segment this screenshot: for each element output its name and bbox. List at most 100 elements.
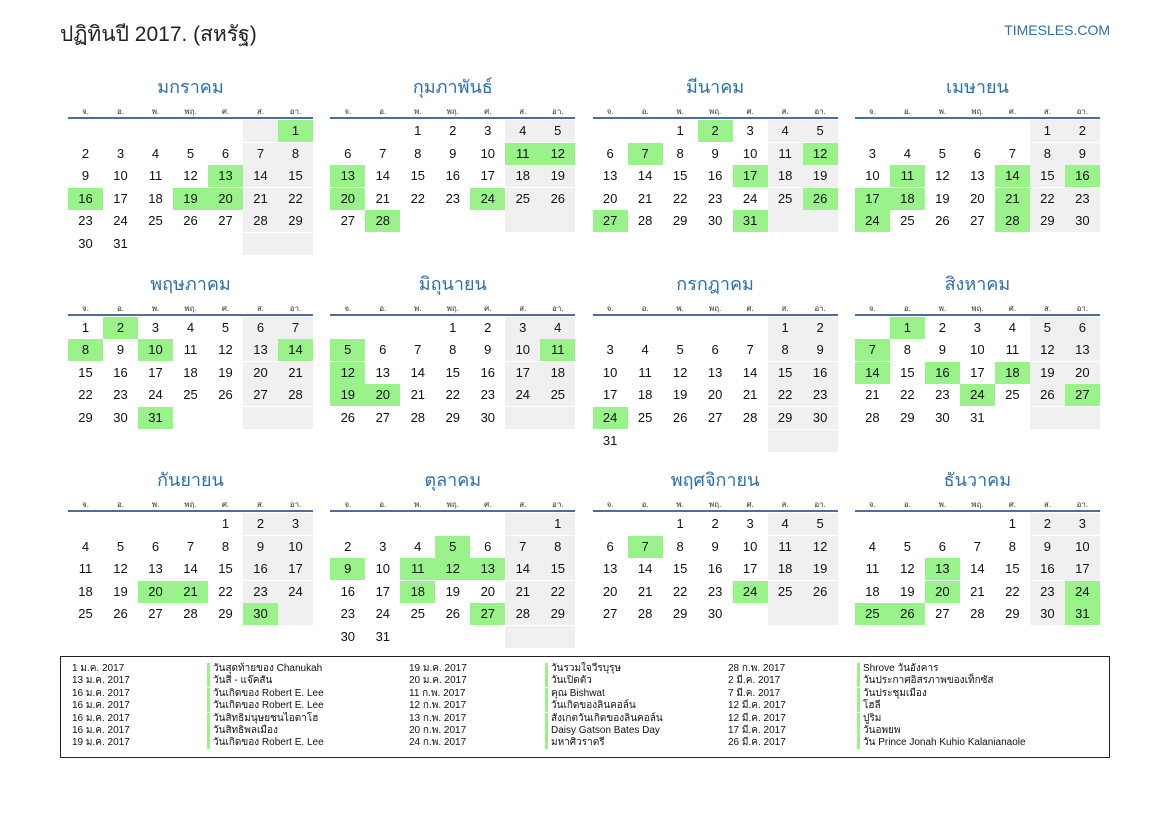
day-cell: 18: [637, 387, 653, 403]
holiday-date: 20 ม.ค. 2017: [409, 675, 467, 687]
holiday-date: 12 ก.พ. 2017: [409, 700, 467, 712]
day-cell: 16: [243, 558, 278, 581]
weekday-label: อา.: [1076, 303, 1089, 313]
day-cell: 28: [637, 213, 653, 229]
holiday-day: 24: [732, 580, 768, 603]
holiday-day: 27: [1064, 384, 1100, 407]
day-cell: 2: [81, 145, 90, 161]
day-cell: 15: [410, 168, 426, 184]
day-cell: 12: [218, 342, 233, 358]
day-cell: 23: [243, 580, 278, 603]
day-cell: 3: [1064, 513, 1100, 535]
weekday-label: ศ.: [746, 107, 754, 116]
day-cell: 24: [505, 384, 541, 407]
day-cell: 27: [218, 213, 233, 229]
day-cell: 3: [973, 319, 981, 335]
day-cell: 9: [449, 145, 457, 161]
month-name: มกราคม: [157, 77, 224, 97]
holiday-date: 2 มี.ค. 2017: [728, 675, 781, 687]
day-cell: 21: [375, 190, 391, 206]
day-cell: 3: [746, 123, 754, 138]
day-cell: 28: [865, 409, 880, 425]
day-cell: 8: [1008, 538, 1016, 554]
day-cell: 29: [672, 606, 688, 622]
weekday-label: พฤ.: [971, 303, 984, 313]
weekday-label: อ.: [379, 500, 387, 509]
holiday-day: 18: [889, 187, 925, 210]
weekday-label: อา.: [289, 500, 302, 509]
day-cell: 7: [414, 342, 422, 358]
holiday-name: วันสุดท้ายของ Chanukah: [207, 663, 322, 675]
day-cell: 15: [767, 361, 803, 384]
day-cell: 30: [1029, 603, 1065, 626]
day-cell: 29: [672, 213, 688, 229]
day-cell: 20: [1064, 361, 1100, 384]
day-cell: 13: [148, 561, 163, 577]
day-cell: 4: [414, 538, 422, 554]
holiday-day: 24: [1064, 580, 1100, 603]
day-cell: 6: [711, 342, 719, 358]
holiday-day: 28: [365, 210, 401, 233]
weekday-label: อา.: [552, 303, 564, 313]
day-cell: 5: [676, 342, 684, 358]
day-cell: 19: [672, 387, 688, 403]
day-cell: 23: [802, 384, 838, 407]
day-cell: 26: [218, 387, 233, 403]
day-cell: 25: [1005, 387, 1020, 403]
day-cell: 8: [676, 145, 684, 161]
day-cell: 1: [767, 316, 803, 339]
weekday-label: พฤ.: [708, 303, 722, 313]
weekday-label: พ.: [414, 303, 422, 313]
weekday-label: ส.: [256, 107, 265, 116]
day-cell: [278, 603, 313, 626]
day-cell: 27: [602, 606, 618, 622]
day-cell: 1: [449, 319, 457, 335]
day-cell: 8: [767, 339, 803, 362]
day-cell: 12: [183, 168, 198, 184]
day-cell: 2: [711, 516, 719, 531]
day-cell: 29: [218, 606, 233, 622]
day-cell: 6: [379, 342, 387, 358]
weekday-label: ศ.: [484, 107, 492, 116]
day-cell: 30: [802, 406, 838, 429]
weekday-label: จ.: [344, 107, 352, 116]
day-cell: 16: [340, 583, 356, 599]
holiday-day: 14: [994, 165, 1030, 188]
day-cell: 22: [278, 187, 313, 210]
day-cell: 16: [1029, 558, 1065, 581]
month-name: ตุลาคม: [424, 470, 482, 490]
weekday-label: ศ.: [1008, 500, 1017, 509]
day-cell: 6: [243, 316, 278, 339]
day-cell: 3: [484, 123, 492, 138]
day-cell: 21: [637, 190, 653, 206]
holiday-day: 27: [592, 210, 628, 233]
day-cell: 18: [505, 165, 541, 188]
day-cell: 18: [78, 583, 93, 599]
day-cell: 15: [218, 561, 233, 577]
holiday-name: มหาศิวราตรี: [545, 737, 605, 750]
day-cell: 7: [278, 316, 313, 339]
day-cell: 19: [540, 165, 576, 188]
day-cell: 30: [480, 409, 496, 425]
day-cell: 1: [1029, 120, 1065, 142]
day-cell: [243, 406, 278, 429]
day-cell: 19: [218, 364, 233, 380]
day-cell: [767, 210, 803, 233]
weekday-label: อ.: [116, 303, 125, 313]
holiday-day: 13: [470, 558, 506, 581]
day-cell: 28: [243, 210, 278, 233]
month-rule: [854, 510, 1100, 512]
holiday-date: 16 ม.ค. 2017: [72, 700, 130, 712]
weekday-label: ส.: [519, 500, 527, 509]
month-name: กรกฎาคม: [676, 273, 754, 294]
day-cell: 10: [480, 145, 496, 161]
weekday-label: ศ.: [1008, 303, 1017, 313]
day-cell: 6: [973, 145, 981, 161]
holiday-name: วันเกิดของ Robert E. Lee: [207, 737, 324, 750]
day-cell: 5: [1029, 316, 1065, 339]
day-cell: 24: [148, 387, 163, 403]
holiday-name: โฮลี: [857, 700, 881, 713]
holiday-name: Shrove วันอังคาร: [857, 663, 938, 675]
day-cell: 25: [410, 606, 426, 622]
day-cell: 8: [278, 142, 313, 165]
